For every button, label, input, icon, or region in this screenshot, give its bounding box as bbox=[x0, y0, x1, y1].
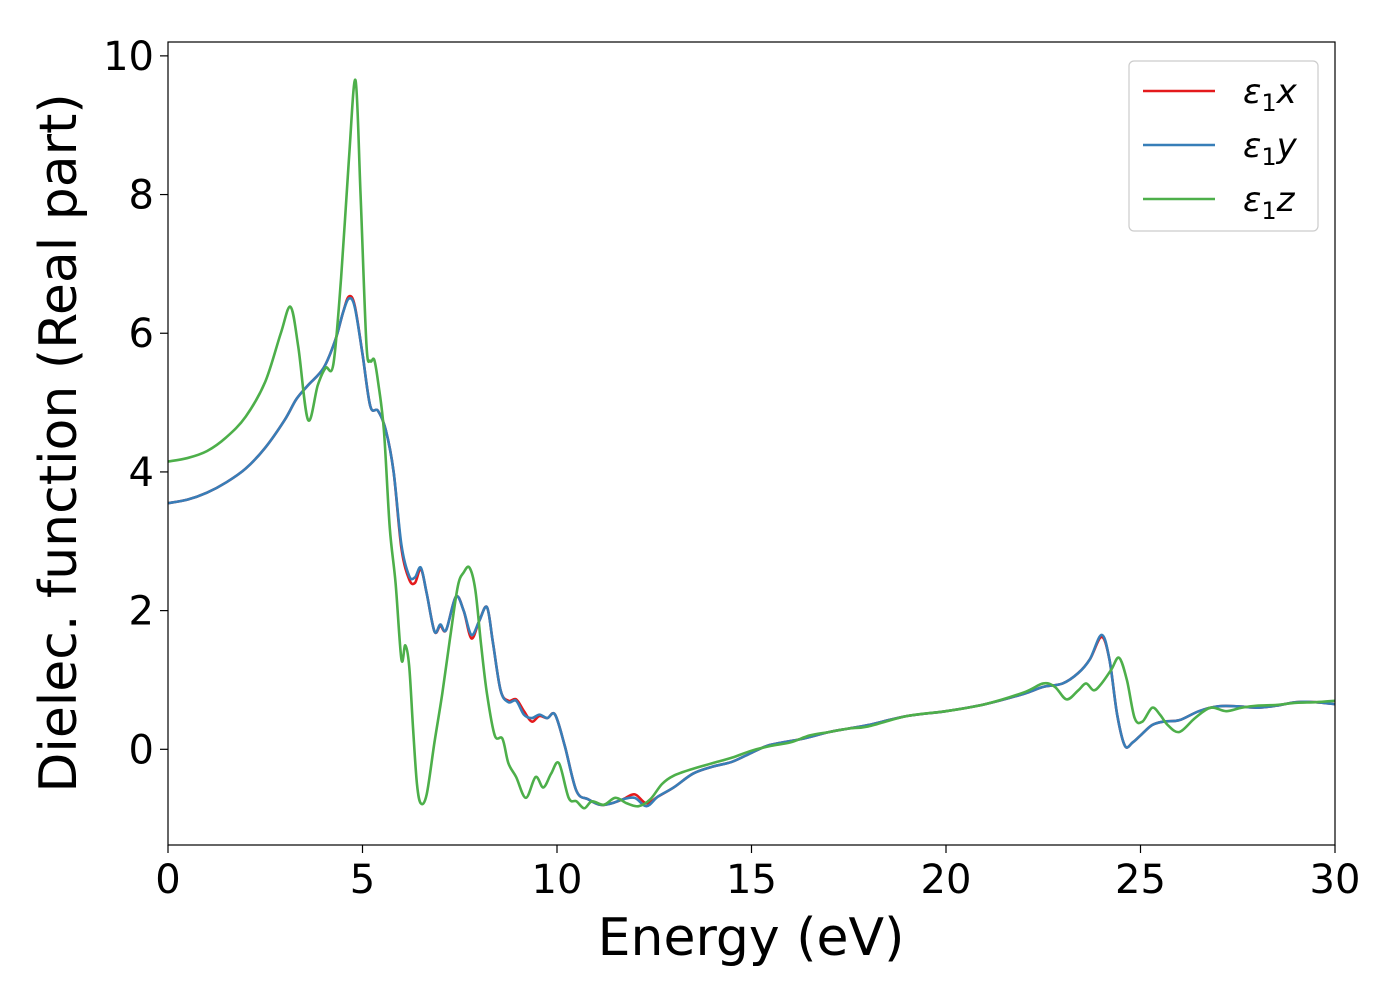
legend-box bbox=[1128, 60, 1319, 232]
x-axis-title: Energy (eV) bbox=[598, 908, 905, 968]
x-tick-label: 25 bbox=[1115, 857, 1166, 903]
series-line-y bbox=[168, 296, 1335, 808]
y-tick-label: 6 bbox=[129, 311, 154, 357]
y-axis-title: Dielec. function (Real part) bbox=[29, 93, 89, 792]
y-tick-label: 0 bbox=[129, 727, 154, 773]
x-tick-label: 30 bbox=[1310, 857, 1361, 903]
legend-label-z: ε1z bbox=[1243, 180, 1296, 225]
y-tick-label: 10 bbox=[103, 34, 154, 80]
y-axis: 0 2 4 6 8 10 bbox=[103, 34, 168, 773]
x-tick-label: 10 bbox=[532, 857, 583, 903]
x-tick-label: 15 bbox=[726, 857, 777, 903]
legend: ε1x ε1y ε1z bbox=[1128, 60, 1319, 232]
x-tick-label: 0 bbox=[155, 857, 180, 903]
x-tick-label: 5 bbox=[350, 857, 375, 903]
y-tick-label: 4 bbox=[129, 450, 154, 496]
y-tick-label: 2 bbox=[129, 589, 154, 635]
series-line-z bbox=[168, 78, 1335, 810]
x-axis: 0 5 10 15 20 25 30 bbox=[155, 845, 1360, 903]
legend-label-x: ε1x bbox=[1243, 72, 1298, 117]
y-tick-label: 8 bbox=[129, 173, 154, 219]
legend-label-y: ε1y bbox=[1243, 126, 1298, 171]
x-tick-label: 20 bbox=[921, 857, 972, 903]
series-layer bbox=[168, 78, 1335, 810]
